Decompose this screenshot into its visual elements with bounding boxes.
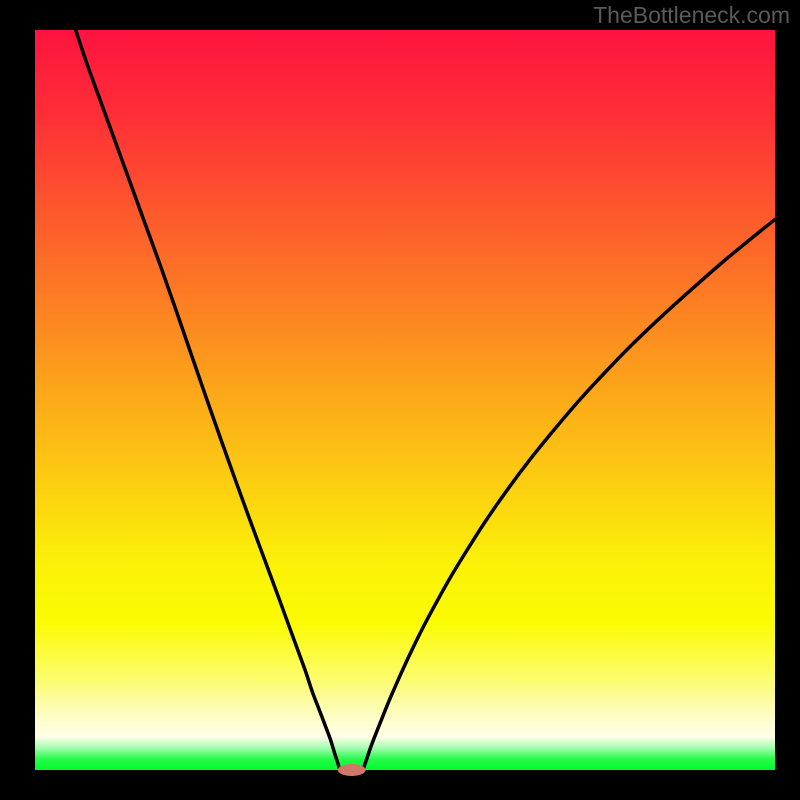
chart-svg <box>0 0 800 800</box>
chart-container: { "chart": { "type": "line-on-gradient",… <box>0 0 800 800</box>
watermark-text: TheBottleneck.com <box>593 2 790 29</box>
plot-background <box>35 30 775 770</box>
dip-marker <box>338 764 366 776</box>
